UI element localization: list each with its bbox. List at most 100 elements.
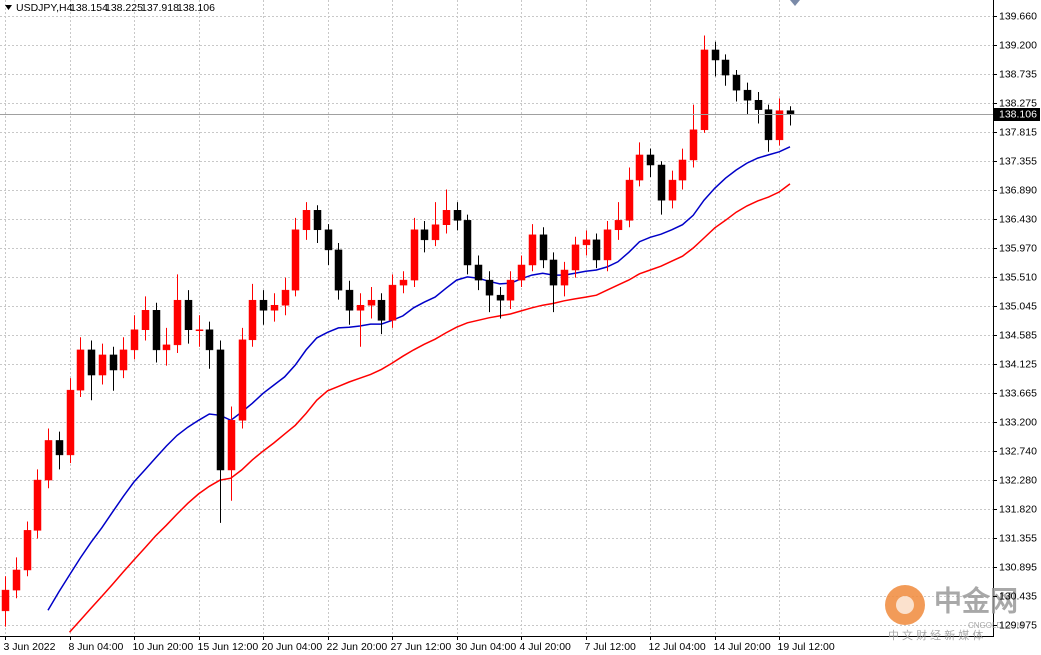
y-tick-label: 134.585	[999, 329, 1037, 341]
header-arrow	[5, 5, 12, 10]
candle-body	[517, 264, 526, 281]
candle-body	[560, 269, 569, 286]
y-tick-label: 131.820	[999, 503, 1037, 515]
y-tick-label: 135.970	[999, 242, 1037, 254]
candle-body	[356, 304, 365, 311]
y-tick-label: 133.200	[999, 416, 1037, 428]
candle-body	[119, 349, 128, 371]
y-tick-label: 130.435	[999, 590, 1037, 602]
symbol: USDJPY,H4	[16, 2, 73, 14]
candle-body	[324, 229, 333, 251]
candle-body	[754, 99, 763, 110]
candle-body	[539, 234, 548, 261]
candle-body	[678, 159, 687, 181]
x-tick-label: 19 Jul 12:00	[778, 641, 835, 653]
candle-body	[721, 59, 730, 76]
candle-body	[485, 279, 494, 296]
candle-body	[732, 74, 741, 91]
y-tick-label: 137.355	[999, 155, 1037, 167]
shift-marker	[790, 0, 800, 6]
candle-body	[625, 179, 634, 221]
x-tick-label: 22 Jun 20:00	[327, 641, 388, 653]
watermark-slogan: 中 文 财 经 新 媒 体	[888, 628, 983, 642]
candle-body	[109, 354, 118, 371]
candle-body	[152, 310, 161, 351]
candle-body	[646, 154, 655, 166]
candle-body	[689, 129, 698, 161]
candle-body	[420, 229, 429, 241]
candle-body	[313, 210, 322, 231]
candle-body	[184, 299, 193, 331]
x-tick-label: 14 Jul 20:00	[714, 641, 771, 653]
candle-body	[463, 220, 472, 266]
candle-body	[302, 210, 311, 231]
candle-body	[76, 349, 85, 391]
y-tick-label: 131.355	[999, 532, 1037, 544]
candle-body	[33, 479, 42, 531]
y-tick-label: 136.430	[999, 213, 1037, 225]
y-tick-label: 135.045	[999, 300, 1037, 312]
candle-body	[98, 354, 107, 376]
candle-body	[12, 569, 21, 591]
candle-body	[474, 264, 483, 281]
y-tick-label: 138.275	[999, 97, 1037, 109]
candle-body	[367, 299, 376, 306]
candle-body	[453, 210, 462, 221]
candle-body	[711, 49, 720, 61]
candle-body	[410, 229, 419, 281]
candle-body	[66, 389, 75, 456]
watermark-brand: 中金网	[934, 584, 1018, 616]
header-high: 138.225	[105, 2, 143, 14]
candle-body	[431, 224, 440, 241]
current-price-box	[994, 108, 1040, 121]
candle-body	[377, 299, 386, 321]
x-tick-label: 27 Jun 12:00	[391, 641, 452, 653]
y-tick-label: 136.890	[999, 184, 1037, 196]
candle-body	[603, 229, 612, 261]
candle-body	[571, 244, 580, 271]
moving-average	[68, 183, 791, 633]
candle-body	[141, 310, 150, 331]
candle-body	[248, 299, 257, 341]
candle-body	[195, 329, 204, 332]
x-tick-label: 30 Jun 04:00	[456, 641, 517, 653]
y-tick-label: 139.660	[999, 10, 1037, 22]
y-tick-label: 132.280	[999, 474, 1037, 486]
candle-body	[775, 110, 784, 141]
x-tick-label: 12 Jul 04:00	[649, 641, 706, 653]
watermark-logo-inner	[896, 596, 914, 614]
y-tick-label: 134.125	[999, 358, 1037, 370]
y-tick-label: 133.665	[999, 387, 1037, 399]
candle-body	[764, 109, 773, 141]
candle-body	[345, 289, 354, 311]
candle-body	[388, 284, 397, 321]
candle-body	[87, 349, 96, 376]
header-low: 137.918	[141, 2, 179, 14]
candle-body	[55, 440, 64, 456]
candle-body	[700, 49, 709, 131]
candle-body	[44, 440, 53, 481]
y-tick-label: 129.975	[999, 619, 1037, 631]
x-tick-label: 20 Jun 04:00	[262, 641, 323, 653]
y-tick-label: 138.735	[999, 68, 1037, 80]
candle-body	[399, 279, 408, 286]
y-tick-label: 130.895	[999, 561, 1037, 573]
header: USDJPY,H4 138.154 138.225 137.918 138.10…	[5, 2, 215, 14]
candle-body	[1, 589, 10, 612]
header-close: 138.106	[177, 2, 215, 14]
x-tick-label: 8 Jun 04:00	[69, 641, 124, 653]
candle-body	[657, 164, 666, 201]
candle-body	[635, 154, 644, 181]
candle-body	[238, 339, 247, 421]
x-tick-label: 10 Jun 20:00	[133, 641, 194, 653]
ma-layer	[47, 146, 791, 633]
candle-body	[496, 294, 505, 301]
candle-body	[592, 239, 601, 261]
candle-body	[205, 329, 214, 351]
candle-body	[281, 289, 290, 306]
y-tick-label: 135.510	[999, 271, 1037, 283]
candle-body	[614, 220, 623, 231]
